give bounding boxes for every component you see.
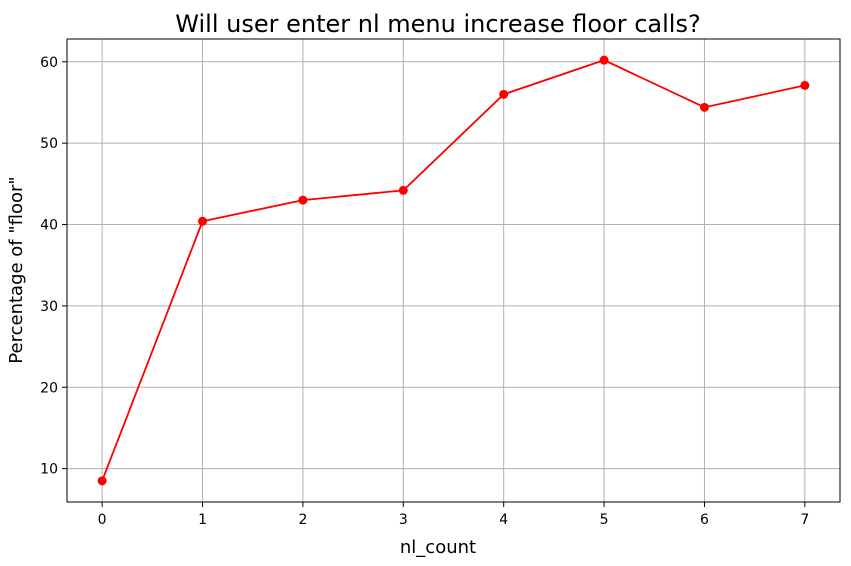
x-tick-label: 6 bbox=[700, 512, 709, 528]
x-tick-label: 5 bbox=[600, 512, 609, 528]
y-tick-label: 40 bbox=[40, 218, 58, 234]
y-tick-label: 50 bbox=[40, 136, 58, 152]
x-tick-label: 4 bbox=[499, 512, 508, 528]
x-tick-label: 2 bbox=[298, 512, 307, 528]
y-tick-label: 60 bbox=[40, 55, 58, 71]
x-tick-label: 7 bbox=[800, 512, 809, 528]
x-axis: 0 1 2 3 4 5 6 7 bbox=[98, 502, 809, 528]
series-line bbox=[101, 59, 806, 482]
data-point bbox=[97, 476, 107, 486]
x-tick-label: 3 bbox=[399, 512, 408, 528]
y-tick-label: 20 bbox=[40, 380, 58, 396]
data-point bbox=[599, 55, 609, 65]
data-point bbox=[398, 185, 408, 195]
data-point bbox=[298, 195, 308, 205]
x-axis-label: nl_count bbox=[400, 537, 476, 558]
y-tick-label: 30 bbox=[40, 299, 58, 315]
y-tick-label: 10 bbox=[40, 462, 58, 478]
data-point bbox=[699, 102, 709, 112]
x-tick-label: 1 bbox=[198, 512, 207, 528]
data-point bbox=[198, 216, 208, 226]
data-point bbox=[499, 89, 509, 99]
y-axis: 10 20 30 40 50 60 bbox=[40, 55, 67, 478]
chart-title: Will user enter nl menu increase floor c… bbox=[175, 10, 700, 38]
y-axis-label: Percentage of "floor" bbox=[6, 176, 27, 363]
data-point bbox=[800, 80, 810, 90]
plot-area bbox=[66, 38, 841, 503]
series-layer bbox=[97, 55, 810, 486]
x-tick-label: 0 bbox=[98, 512, 107, 528]
